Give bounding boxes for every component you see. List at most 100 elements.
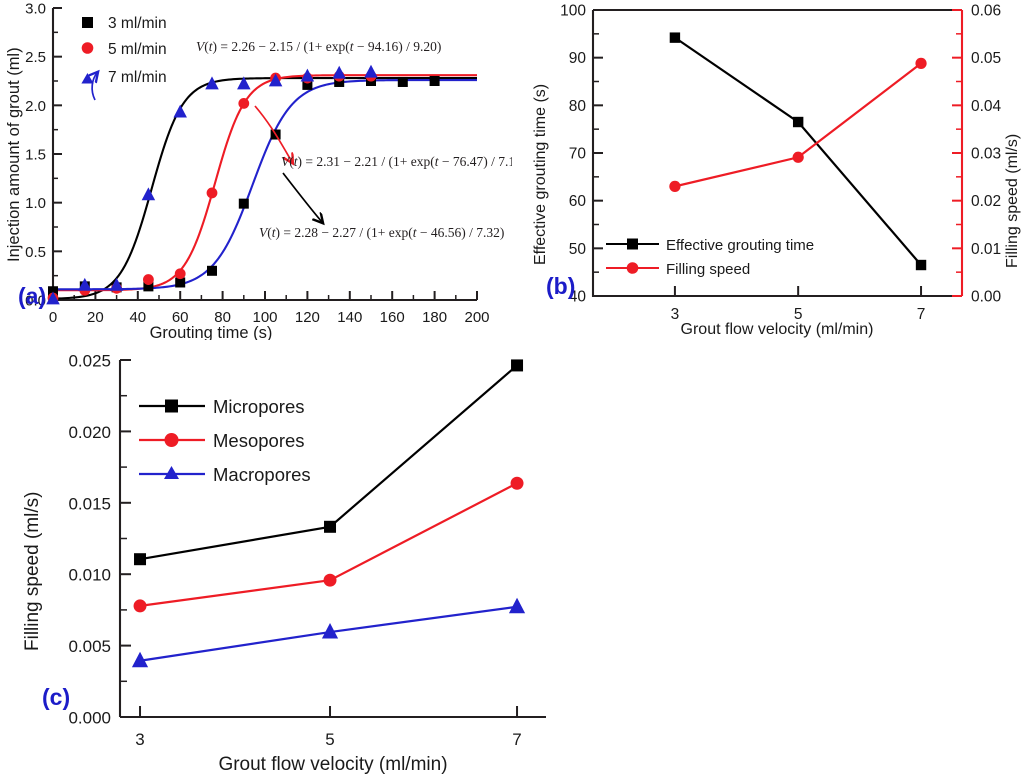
legend-label-3mlmin: 3 ml/min: [108, 15, 167, 32]
y-tick-label: 0.020: [68, 423, 111, 442]
x-tick-marks: [52, 291, 478, 300]
y2-tick-label: 0.04: [971, 98, 1002, 115]
data-point: [792, 116, 804, 128]
data-point: [174, 268, 186, 280]
legend-marker-5mlmin: [81, 42, 94, 54]
fit-curve-5-ml-min: [53, 74, 477, 292]
equation-black: V(t) = 2.28 − 2.27 / (1+ exp(t − 46.56) …: [259, 225, 504, 240]
legend-marker-7mlmin: [81, 73, 94, 84]
legend-label-micropores: Micropores: [213, 396, 305, 417]
x-tick-labels: 3 5 7: [135, 730, 521, 749]
x-tick-label: 5: [325, 730, 334, 749]
panel-b-series: [669, 32, 927, 271]
fitted-curves: [52, 74, 477, 300]
y2-tick-label: 0.05: [971, 50, 1001, 67]
y-tick-label: 40: [569, 289, 587, 306]
panel-c-legend: Micropores Mesopores Macropores: [139, 396, 311, 485]
data-point: [78, 277, 92, 291]
equation-red: V(t) = 2.31 − 2.21 / (1+ exp(t − 76.47) …: [281, 154, 512, 169]
data-point: [511, 359, 524, 372]
data-point: [332, 65, 346, 79]
y-tick-label: 1.5: [25, 147, 46, 164]
data-point: [324, 520, 337, 533]
data-point: [143, 274, 154, 285]
series-line-mesopores: [139, 482, 518, 607]
y-tick-marks: [53, 7, 62, 301]
x-tick-label: 80: [214, 309, 231, 326]
y-tick-label: 0.015: [68, 494, 111, 513]
data-point: [46, 291, 60, 305]
data-point: [48, 286, 58, 297]
data-point: [268, 73, 283, 87]
legend-marker-3mlmin: [82, 17, 93, 28]
panel-b-tag: (b): [546, 273, 575, 299]
y-tick-labels: 0.000 0.005 0.010 0.015 0.020 0.025: [68, 352, 111, 728]
y-tick-label: 80: [569, 98, 587, 115]
legend-marker-macropores: [164, 466, 179, 479]
y-tick-label: 0.010: [68, 566, 111, 585]
y-tick-label: 0.5: [25, 244, 46, 261]
annotation-arrows: [92, 73, 322, 222]
y-tick-marks: [593, 9, 603, 297]
panel-c-series: [131, 359, 526, 668]
x-tick-label: 40: [129, 309, 146, 326]
panel-c-svg: 0.000 0.005 0.010 0.015 0.020 0.025 3 5 7 Micro…: [22, 352, 546, 775]
data-point: [508, 597, 526, 614]
data-point: [133, 599, 147, 613]
x-tick-label: 140: [337, 309, 362, 326]
fit-curve-3-ml-min: [52, 77, 477, 300]
y-tick-label: 0.025: [68, 352, 111, 371]
panel-b-legend: Effective grouting time Filling speed: [606, 237, 814, 278]
panel-a-tag: (a): [18, 283, 46, 309]
y-tick-label: 0.000: [68, 709, 111, 728]
data-point: [429, 76, 440, 86]
y-tick-labels: 40 50 60 70 80 90 100: [560, 3, 586, 306]
data-point: [205, 76, 219, 90]
y-tick-label: 90: [569, 50, 587, 67]
panel-a-legend: 3 ml/min 5 ml/min 7 ml/min: [81, 15, 167, 86]
x-tick-label: 180: [422, 309, 447, 326]
y2-tick-labels: 0.00 0.01 0.02 0.03 0.04 0.05 0.06: [971, 3, 1002, 306]
data-point: [323, 573, 337, 587]
panel-a-xlabel: Grouting time (s): [150, 324, 273, 340]
legend-marker-effective-grouting-time: [627, 238, 638, 250]
data-point: [669, 180, 681, 192]
panel-c-tag: (c): [42, 684, 70, 710]
legend-label-filling-speed: Filling speed: [666, 261, 750, 278]
x-tick-label: 0: [49, 309, 57, 326]
panel-c: 0.000 0.005 0.010 0.015 0.020 0.025 3 5 7 Micro…: [0, 336, 620, 776]
data-points: [46, 64, 440, 305]
y2-tick-label: 0.06: [971, 3, 1001, 20]
x-tick-label: 5: [794, 306, 803, 323]
data-point: [237, 76, 251, 90]
x-tick-labels: 3 5 7: [671, 306, 926, 323]
legend-label-7mlmin: 7 ml/min: [108, 69, 167, 86]
panel-a: 0.0 0.5 1.0 1.5 2.0 2.5 3.0 0 20 40 60 80 100 120 140…: [0, 0, 512, 341]
legend-label-macropores: Macropores: [213, 464, 311, 485]
data-point: [334, 76, 345, 87]
series-line-effective-grouting-time: [674, 36, 922, 266]
data-point: [397, 76, 408, 87]
y2-tick-label: 0.03: [971, 146, 1001, 163]
y-tick-label: 70: [569, 146, 587, 163]
equation-blue: V(t) = 2.26 − 2.15 / (1+ exp(t − 94.16) …: [196, 39, 441, 54]
data-point: [915, 57, 927, 70]
y-tick-label: 2.0: [25, 98, 46, 115]
x-tick-label: 200: [464, 309, 489, 326]
y-tick-labels: 0.0 0.5 1.0 1.5 2.0 2.5 3.0: [25, 1, 46, 310]
y-tick-label: 0.0: [25, 293, 46, 310]
data-point: [175, 277, 186, 288]
data-point: [302, 79, 313, 90]
x-tick-labels: 0 20 40 60 80 100 120 140 160 180 200: [49, 309, 490, 326]
legend-label-effective-grouting-time: Effective grouting time: [666, 237, 814, 254]
legend-marker-filling-speed: [626, 262, 639, 274]
y-tick-label: 100: [560, 3, 586, 20]
y-tick-label: 50: [569, 241, 587, 258]
data-point: [669, 32, 681, 43]
panel-b-y2label: Filling speed (ml/s): [1004, 134, 1021, 268]
data-point: [238, 97, 250, 109]
y-tick-marks: [120, 359, 131, 718]
x-tick-label: 160: [380, 309, 405, 326]
panel-c-xlabel: Grout flow velocity (ml/min): [218, 754, 447, 775]
data-point: [321, 623, 339, 639]
